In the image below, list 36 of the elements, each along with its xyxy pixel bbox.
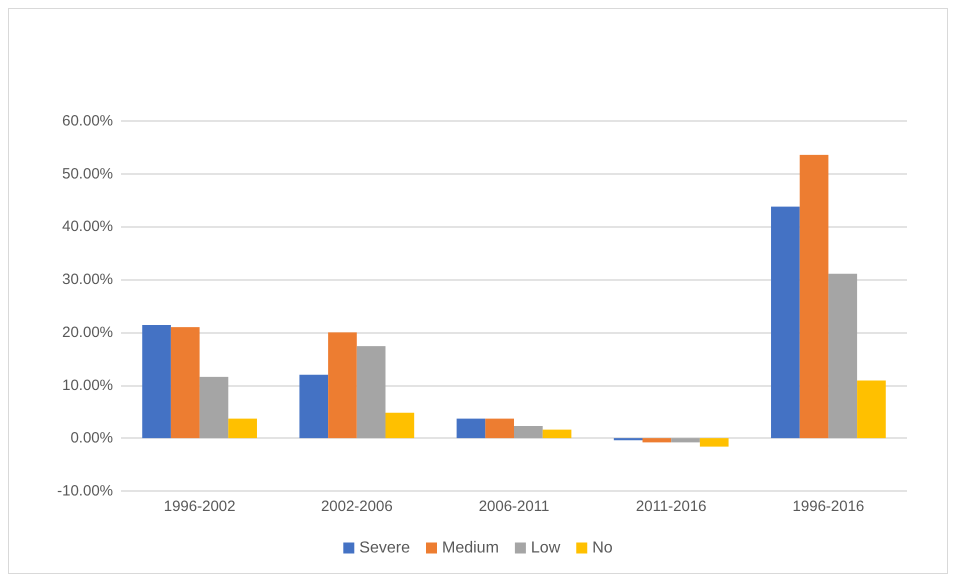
bar <box>356 346 386 438</box>
bar <box>456 418 486 438</box>
y-tick-label: -10.00% <box>57 482 113 500</box>
bar <box>800 154 828 438</box>
bar <box>542 430 572 438</box>
x-tick-label: 2002-2006 <box>320 498 393 515</box>
bar <box>671 438 700 442</box>
x-tick-label: 2006-2011 <box>478 498 550 515</box>
y-tick-label: 50.00% <box>62 165 113 182</box>
bar <box>200 376 228 438</box>
bar <box>299 374 328 438</box>
legend-label: Low <box>530 540 561 556</box>
bar <box>642 438 672 442</box>
bar <box>328 332 357 438</box>
legend-label: No <box>592 540 613 556</box>
y-tick-label: 0.00% <box>70 430 113 447</box>
x-tick-label: 1996-2016 <box>792 498 864 515</box>
bar <box>857 380 886 438</box>
bar <box>228 418 257 438</box>
y-tick-label: 20.00% <box>62 324 113 341</box>
y-tick-label: 10.00% <box>62 376 113 394</box>
x-tick-label: 2011-2016 <box>636 498 707 515</box>
bar <box>170 327 200 438</box>
legend-label: Severe <box>359 540 410 556</box>
y-tick-label: 40.00% <box>62 218 113 236</box>
bar <box>485 418 514 438</box>
x-tick-label: 1996-2002 <box>164 498 236 515</box>
bar <box>142 325 171 438</box>
bar <box>828 274 858 438</box>
bar <box>771 206 800 438</box>
y-tick-label: 30.00% <box>62 271 113 288</box>
y-tick-label: 60.00% <box>62 112 113 130</box>
bar <box>700 438 729 447</box>
bar <box>385 412 414 438</box>
bar <box>514 426 543 438</box>
legend-label: Medium <box>442 540 499 556</box>
